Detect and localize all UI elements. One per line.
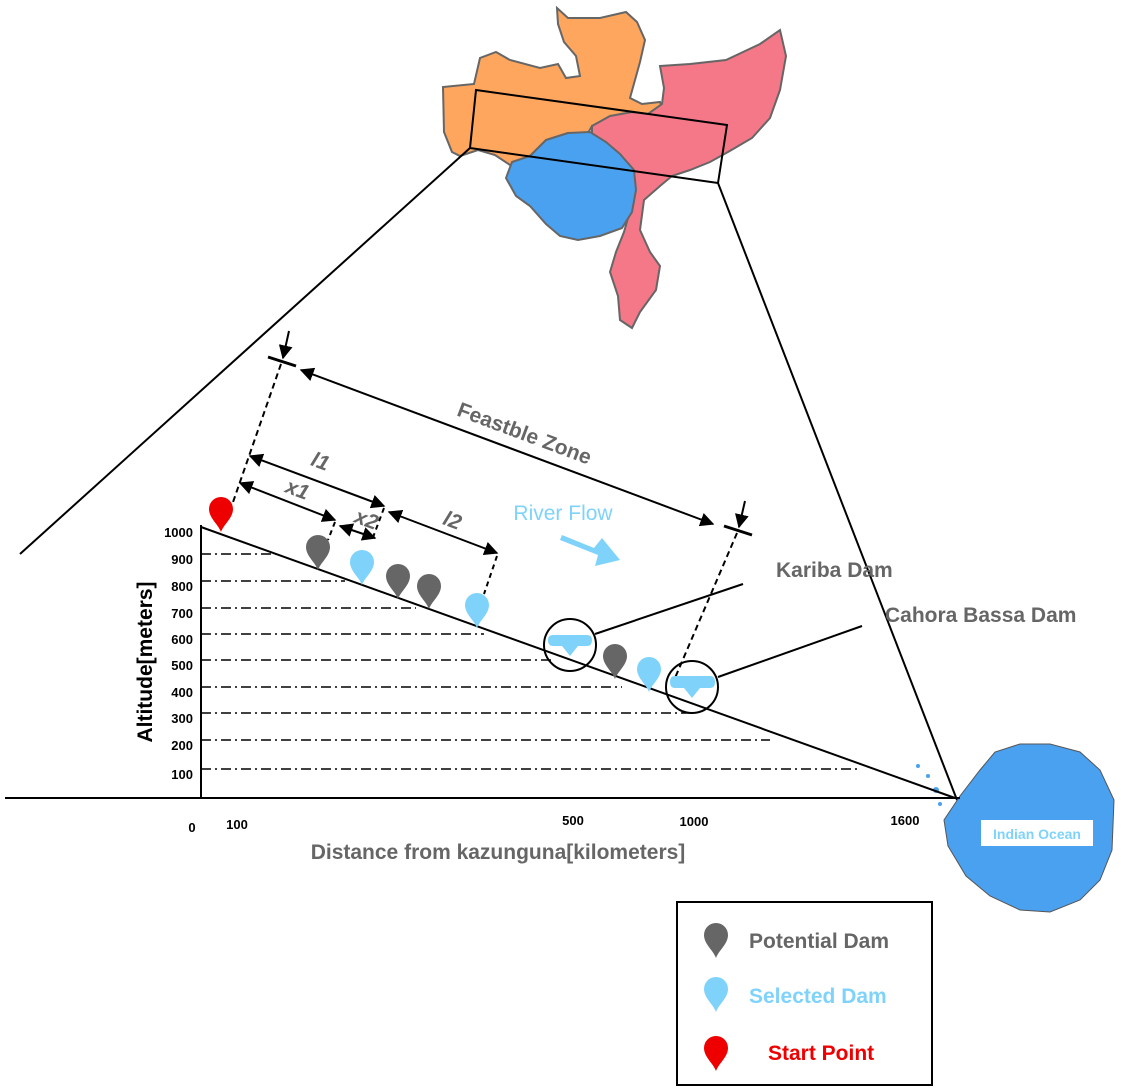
y-tick-200: 200 [171,738,193,753]
l2-label: l2 [440,507,465,535]
selected-dam-pin [637,657,661,692]
country-pink [591,28,788,330]
kariba-dam-label: Kariba Dam [776,559,893,582]
legend: Potential Dam Selected Dam Start Point [676,901,933,1086]
x-tick-0: 0 [188,820,195,835]
y-tick-900: 900 [171,552,193,567]
y-tick-100: 100 [171,767,193,782]
potential-dam-pin [306,535,330,570]
legend-start-label: Start Point [768,1042,874,1065]
legend-selected-label: Selected Dam [749,985,887,1008]
indian-ocean-label-box [981,820,1093,846]
y-tick-700: 700 [171,606,193,621]
altitude-gridlines [201,553,860,770]
y-tick-labels: 1000 900 800 700 600 500 400 300 200 100 [164,525,193,782]
feasible-zone-label: Feastble Zone [454,398,594,469]
y-tick-300: 300 [171,711,193,726]
x-tick-labels: 0 100 500 1000 1600 [188,813,919,835]
y-tick-500: 500 [171,658,193,673]
y-tick-1000: 1000 [164,525,193,540]
river-flow-arrow [560,535,620,566]
y-axis-title: Altitude[meters] [134,581,157,742]
river-flow-label: River Flow [513,502,613,525]
l1-label: l1 [308,448,332,476]
x-axis-title: Distance from kazunguna[kilometers] [311,841,686,864]
kariba-dam-callout [543,583,744,672]
y-tick-600: 600 [171,632,193,647]
country-blue [504,130,638,242]
start-point-pin [209,497,233,532]
projection-line-left [19,147,471,555]
selected-dam-pin [350,550,374,585]
river-profile-line [200,526,956,799]
potential-dam-pin [417,574,441,609]
cahora-bassa-dam-callout [665,625,863,714]
x-tick-1600: 1600 [891,813,920,828]
projection-line-right [717,182,958,801]
indian-ocean-shape: Indian Ocean [916,743,1115,913]
cahora-bassa-dam-label: Cahora Bassa Dam [885,604,1076,627]
indian-ocean-label: Indian Ocean [993,826,1081,842]
feasible-zone-markers [231,330,753,686]
y-tick-800: 800 [171,579,193,594]
x-tick-1000: 1000 [680,814,709,829]
legend-potential-label: Potential Dam [749,930,889,953]
y-tick-400: 400 [171,685,193,700]
region-map [441,5,788,330]
x-tick-500: 500 [562,813,584,828]
x-tick-100: 100 [226,817,248,832]
